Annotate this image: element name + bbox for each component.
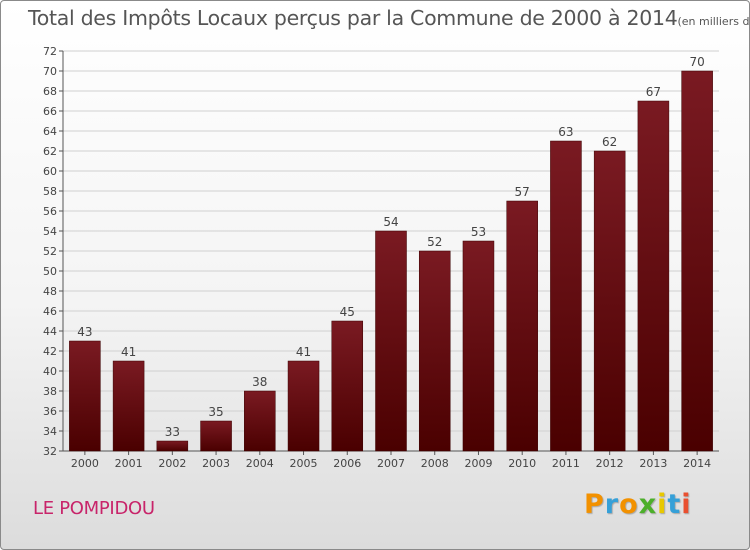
y-tick-label: 52 <box>43 245 57 258</box>
y-tick-label: 60 <box>43 165 57 178</box>
data-label-2002: 33 <box>165 425 180 439</box>
x-tick-label-2006: 2006 <box>333 457 361 470</box>
data-label-2003: 35 <box>208 405 223 419</box>
bar-2000 <box>69 340 101 452</box>
bar-2002 <box>156 440 189 452</box>
y-tick-label: 38 <box>43 385 57 398</box>
y-tick-label: 56 <box>43 205 57 218</box>
x-tick-label-2009: 2009 <box>464 457 492 470</box>
y-tick-label: 68 <box>43 85 57 98</box>
y-tick-label: 62 <box>43 145 57 158</box>
logo-letter: P <box>584 489 605 520</box>
bar-2001 <box>112 360 145 452</box>
data-label-2006: 45 <box>340 305 355 319</box>
y-tick-label: 72 <box>43 45 57 58</box>
data-label-2012: 62 <box>602 135 617 149</box>
labels: 32 34 36 38 40 42 44 46 48 50 52 54 56 58 60 62 64 66 68 70… <box>43 45 711 470</box>
y-tick-label: 64 <box>43 125 57 138</box>
bar-2012 <box>593 150 626 452</box>
y-tick-label: 34 <box>43 425 57 438</box>
y-tick-label: 66 <box>43 105 57 118</box>
data-label-2011: 63 <box>558 125 573 139</box>
y-tick-label: 42 <box>43 345 57 358</box>
data-label-2001: 41 <box>121 345 136 359</box>
data-label-2014: 70 <box>689 55 704 69</box>
bar-2004 <box>244 390 276 452</box>
chart-title: Total des Impôts Locaux perçus par la Co… <box>28 6 750 30</box>
bar-2014 <box>681 70 713 452</box>
y-tick-label: 48 <box>43 285 57 298</box>
bar-2009 <box>462 240 495 452</box>
logo-letter: t <box>667 489 682 520</box>
data-label-2009: 53 <box>471 225 486 239</box>
data-label-2007: 54 <box>383 215 398 229</box>
bar-2005 <box>287 360 320 452</box>
data-label-2010: 57 <box>515 185 530 199</box>
logo-letter: i <box>681 489 692 520</box>
x-tick-label-2004: 2004 <box>246 457 274 470</box>
x-tick-label-2003: 2003 <box>202 457 230 470</box>
bar-2008 <box>418 250 451 452</box>
data-label-2013: 67 <box>646 85 661 99</box>
data-label-2004: 38 <box>252 375 267 389</box>
x-tick-label-2012: 2012 <box>596 457 624 470</box>
x-tick-label-2005: 2005 <box>290 457 318 470</box>
x-tick-label-2014: 2014 <box>683 457 711 470</box>
chart-title-unit: (en milliers d'€) <box>677 15 750 28</box>
chart-title-main: Total des Impôts Locaux perçus par la Co… <box>28 6 678 30</box>
x-tick-label-2002: 2002 <box>158 457 186 470</box>
x-tick-label-2008: 2008 <box>421 457 449 470</box>
x-tick-label-2001: 2001 <box>115 457 143 470</box>
y-tick-label: 50 <box>43 265 57 278</box>
data-label-2000: 43 <box>77 325 92 339</box>
x-tick-label-2013: 2013 <box>639 457 667 470</box>
data-label-2005: 41 <box>296 345 311 359</box>
y-tick-label: 40 <box>43 365 57 378</box>
bars <box>69 70 713 452</box>
x-tick-label-2010: 2010 <box>508 457 536 470</box>
y-tick-label: 46 <box>43 305 57 318</box>
data-label-2008: 52 <box>427 235 442 249</box>
logo-letter: o <box>619 489 639 520</box>
commune-name: LE POMPIDOU <box>33 498 155 519</box>
bar-2003 <box>200 420 232 452</box>
logo-letter: r <box>604 489 620 520</box>
y-tick-label: 32 <box>43 445 57 458</box>
bar-2006 <box>331 320 364 452</box>
y-tick-label: 54 <box>43 225 57 238</box>
bar-2013 <box>637 100 670 452</box>
bar-2011 <box>550 140 582 452</box>
y-tick-label: 44 <box>43 325 57 338</box>
logo-letter: i <box>657 489 668 520</box>
y-tick-label: 36 <box>43 405 57 418</box>
x-tick-label-2007: 2007 <box>377 457 405 470</box>
y-tick-label: 58 <box>43 185 57 198</box>
x-tick-label-2000: 2000 <box>71 457 99 470</box>
y-tick-label: 70 <box>43 65 57 78</box>
bar-2007 <box>375 230 407 452</box>
proxiti-logo[interactable]: Proxiti <box>584 489 692 520</box>
logo-letter: x <box>638 489 658 520</box>
x-tick-label-2011: 2011 <box>552 457 580 470</box>
bar-2010 <box>506 200 538 452</box>
